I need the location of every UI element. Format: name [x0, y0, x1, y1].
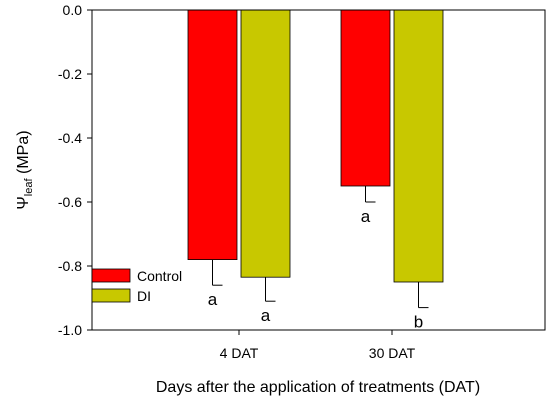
bar-di-1: [393, 9, 444, 283]
bar-control-1: [340, 9, 391, 187]
y-tick-label: -0.8: [58, 258, 82, 274]
x-tick-label: 30 DAT: [369, 345, 416, 361]
significance-letter: a: [361, 207, 371, 226]
significance-letter: a: [261, 306, 271, 325]
y-tick-label: 0.0: [63, 2, 83, 18]
legend-label-di: DI: [137, 288, 151, 304]
x-axis: 4 DAT 30 DAT: [220, 330, 416, 361]
y-axis-label-unit: (MPa): [15, 130, 32, 178]
y-axis-label-symbol: Ψ: [15, 196, 32, 209]
y-axis-label: Ψleaf (MPa): [15, 130, 35, 209]
bar-di-0: [240, 9, 291, 278]
x-tick-label: 4 DAT: [220, 345, 259, 361]
significance-letter: b: [414, 313, 423, 332]
legend-label-control: Control: [137, 268, 182, 284]
x-axis-label: Days after the application of treatments…: [156, 379, 480, 396]
y-tick-label: -0.2: [58, 66, 82, 82]
plot-marks: a a a b: [187, 9, 444, 332]
legend-swatch-di: [91, 288, 131, 303]
plot-frame: [91, 9, 546, 331]
y-axis: 0.0 -0.2 -0.4 -0.6 -0.8 -1.0: [58, 2, 92, 338]
y-tick-label: -1.0: [58, 322, 82, 338]
legend-swatch-control: [91, 268, 131, 283]
significance-letter: a: [208, 290, 218, 309]
y-tick-label: -0.4: [58, 130, 82, 146]
y-tick-label: -0.6: [58, 194, 82, 210]
y-axis-label-subscript: leaf: [23, 178, 35, 197]
legend: Control DI: [91, 268, 182, 304]
bar-control-0: [187, 9, 238, 261]
